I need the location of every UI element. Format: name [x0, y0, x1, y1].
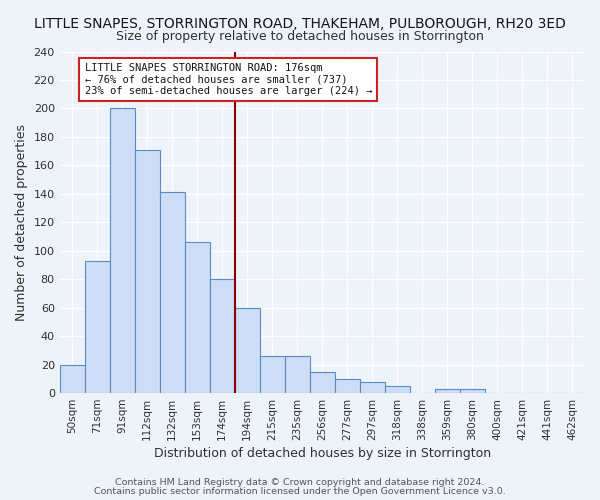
Text: LITTLE SNAPES, STORRINGTON ROAD, THAKEHAM, PULBOROUGH, RH20 3ED: LITTLE SNAPES, STORRINGTON ROAD, THAKEHA…	[34, 18, 566, 32]
Bar	[135, 150, 160, 393]
Text: Size of property relative to detached houses in Storrington: Size of property relative to detached ho…	[116, 30, 484, 43]
Text: Contains public sector information licensed under the Open Government Licence v3: Contains public sector information licen…	[94, 486, 506, 496]
Bar	[460, 389, 485, 393]
Y-axis label: Number of detached properties: Number of detached properties	[15, 124, 28, 321]
Bar	[385, 386, 410, 393]
Bar	[85, 260, 110, 393]
Bar	[285, 356, 310, 393]
Bar	[435, 389, 460, 393]
Text: LITTLE SNAPES STORRINGTON ROAD: 176sqm
← 76% of detached houses are smaller (737: LITTLE SNAPES STORRINGTON ROAD: 176sqm ←…	[85, 63, 372, 96]
Bar	[310, 372, 335, 393]
Bar	[160, 192, 185, 393]
Text: Contains HM Land Registry data © Crown copyright and database right 2024.: Contains HM Land Registry data © Crown c…	[115, 478, 485, 487]
Bar	[59, 364, 85, 393]
Bar	[185, 242, 210, 393]
Bar	[335, 379, 360, 393]
Bar	[210, 279, 235, 393]
X-axis label: Distribution of detached houses by size in Storrington: Distribution of detached houses by size …	[154, 447, 491, 460]
Bar	[360, 382, 385, 393]
Bar	[235, 308, 260, 393]
Bar	[110, 108, 135, 393]
Bar	[260, 356, 285, 393]
